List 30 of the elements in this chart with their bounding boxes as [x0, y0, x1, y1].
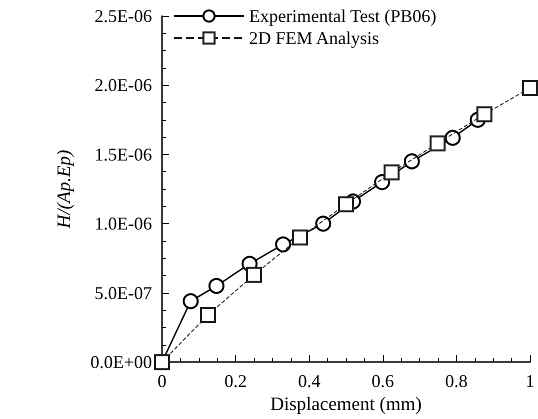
y-tick-label: 2.0E-06	[94, 75, 152, 96]
point	[182, 293, 199, 310]
point	[275, 236, 292, 252]
point	[315, 216, 332, 232]
point	[246, 266, 262, 283]
point	[476, 106, 492, 122]
point	[522, 80, 538, 96]
y-tick-label: 0.0E+00	[90, 352, 152, 372]
x-tick-label: 0.2	[224, 371, 247, 392]
point	[444, 130, 461, 146]
y-tick-label: 2.5E-06	[94, 6, 152, 26]
point	[200, 307, 216, 324]
y-tick-label: 1.0E-06	[94, 214, 152, 234]
legend-label: 2D FEM Analysis	[249, 28, 380, 48]
point	[208, 278, 224, 294]
point	[292, 230, 308, 246]
y-axis-title: H/(Ap.Ep)	[54, 150, 75, 230]
point	[338, 196, 354, 212]
y-tick-label: 1.5E-06	[94, 144, 152, 164]
point	[404, 153, 420, 170]
point	[430, 135, 446, 152]
y-tick-label: 5.0E-07	[94, 282, 152, 303]
x-tick-label: 0.8	[445, 371, 468, 392]
x-tick-label: 0	[158, 371, 166, 392]
point	[384, 164, 400, 180]
x-axis-title: Displacement (mm)	[270, 394, 422, 415]
legend-label: Experimental Test (PB06)	[249, 6, 436, 26]
x-tick-label: 0.6	[372, 371, 394, 392]
x-tick-label: 1	[526, 371, 534, 392]
x-tick-label: 0.4	[298, 371, 320, 392]
